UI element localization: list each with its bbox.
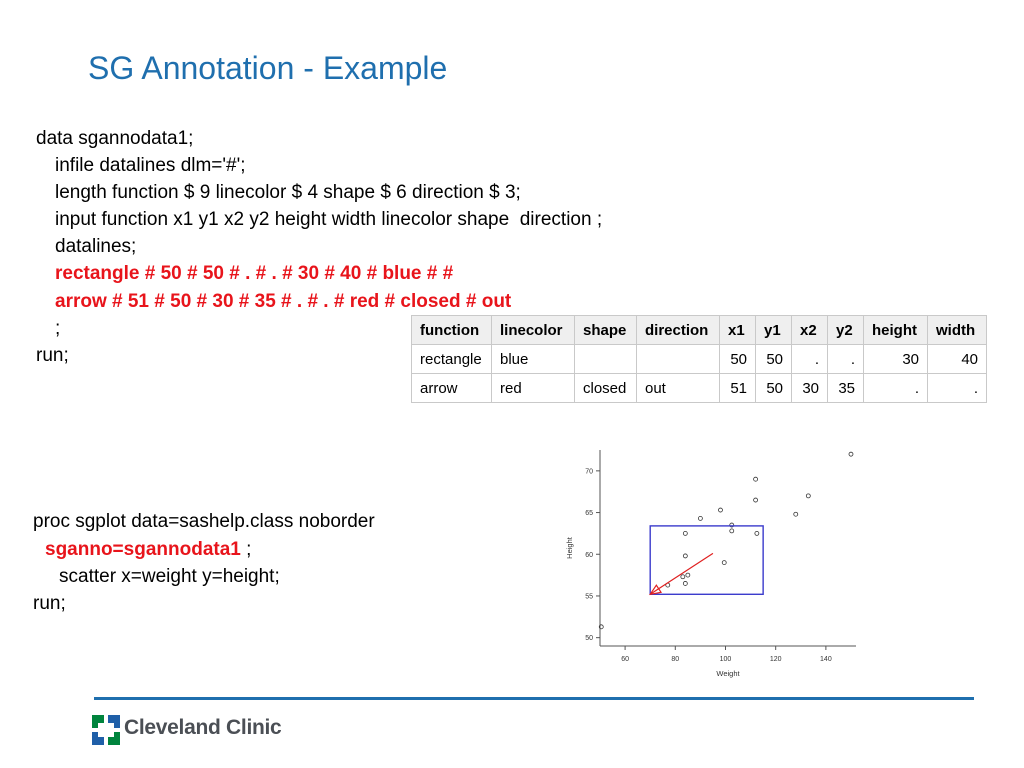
table-header: height xyxy=(863,315,928,345)
slide-title: SG Annotation - Example xyxy=(88,50,448,86)
code-text: ; xyxy=(240,539,252,560)
scatter-point xyxy=(598,624,604,630)
cleveland-clinic-logo-icon xyxy=(92,715,120,745)
code-line: datalines; xyxy=(55,236,137,257)
code-line-highlighted: rectangle # 50 # 50 # . # . # 30 # 40 # … xyxy=(55,263,454,284)
scatter-point xyxy=(729,528,735,534)
scatter-point xyxy=(718,507,723,513)
scatter-point xyxy=(682,553,688,559)
scatter-point xyxy=(721,560,727,565)
table-cell xyxy=(574,344,637,374)
x-axis-label: Weight xyxy=(716,669,740,678)
annotation-arrow-head xyxy=(648,584,663,596)
table-header: y2 xyxy=(827,315,864,345)
table-cell: . xyxy=(927,373,987,403)
table-cell: . xyxy=(791,344,828,374)
table-row: arrow red closed out 51 50 30 35 . . xyxy=(411,373,987,403)
logo-text: Cleveland Clinic xyxy=(124,716,282,739)
table-header: y1 xyxy=(755,315,792,345)
code-line: ; xyxy=(55,318,61,339)
y-tick-label: 70 xyxy=(585,468,593,475)
table-cell: 40 xyxy=(927,344,987,374)
scatter-point xyxy=(697,515,703,521)
scatter-point xyxy=(848,451,854,457)
code-line: input function x1 y1 x2 y2 height width … xyxy=(55,209,603,230)
code-line: proc sgplot data=sashelp.class noborder xyxy=(33,511,375,532)
code-line: scatter x=weight y=height; xyxy=(59,566,280,587)
annotation-rectangle xyxy=(649,525,764,595)
table-cell: rectangle xyxy=(411,344,492,374)
y-tick-label: 65 xyxy=(585,510,593,517)
scatter-point xyxy=(680,574,686,580)
x-tick-label: 60 xyxy=(621,656,629,663)
code-line: run; xyxy=(33,593,66,614)
table-cell: . xyxy=(827,344,864,374)
table-cell: closed xyxy=(574,373,637,403)
scatter-point xyxy=(793,511,799,517)
scatter-point xyxy=(682,531,688,536)
table-cell: 30 xyxy=(791,373,828,403)
code-line: infile datalines dlm='#'; xyxy=(55,155,246,176)
table-cell: blue xyxy=(491,344,575,374)
table-header: function xyxy=(411,315,492,345)
table-cell: 50 xyxy=(719,344,756,374)
scatter-point xyxy=(753,497,759,503)
scatter-point xyxy=(685,572,691,578)
table-header: linecolor xyxy=(491,315,575,345)
code-line: data sgannodata1; xyxy=(36,128,194,149)
table-cell: out xyxy=(636,373,720,403)
y-axis-label: Height xyxy=(565,536,574,559)
scatter-point xyxy=(753,476,759,482)
code-highlight: sganno=sgannodata1 xyxy=(45,539,241,560)
code-line: sganno=sgannodata1 ; xyxy=(45,536,251,563)
table-header: x2 xyxy=(791,315,828,345)
x-tick-label: 140 xyxy=(820,656,832,663)
code-line: run; xyxy=(36,345,69,366)
y-tick-label: 55 xyxy=(585,593,593,600)
table-header: width xyxy=(927,315,987,345)
table-header-row: function linecolor shape direction x1 y1… xyxy=(411,315,987,345)
table-header: direction xyxy=(636,315,720,345)
table-cell: 50 xyxy=(755,344,792,374)
table-cell: 35 xyxy=(827,373,864,403)
scatter-plot: 60 80 100 120 140 50 55 60 65 70 Weight Height xyxy=(565,450,856,678)
scatter-point xyxy=(682,581,688,586)
table-cell: . xyxy=(863,373,928,403)
y-tick-label: 60 xyxy=(585,552,593,559)
y-tick-label: 50 xyxy=(585,635,593,642)
table-cell: 51 xyxy=(719,373,756,403)
table-cell: 50 xyxy=(755,373,792,403)
table-cell: red xyxy=(491,373,575,403)
scatter-point xyxy=(729,522,735,528)
table-header: shape xyxy=(574,315,637,345)
code-line: length function $ 9 linecolor $ 4 shape … xyxy=(55,182,521,203)
table-cell xyxy=(636,344,720,374)
table-cell: arrow xyxy=(411,373,492,403)
scatter-point xyxy=(805,493,811,499)
footer-divider xyxy=(94,697,974,700)
annotation-data-table: function linecolor shape direction x1 y1… xyxy=(411,315,987,403)
code-line-highlighted: arrow # 51 # 50 # 30 # 35 # . # . # red … xyxy=(55,291,512,312)
table-cell: 30 xyxy=(863,344,928,374)
x-tick-label: 100 xyxy=(720,656,732,663)
scatter-point xyxy=(754,531,760,536)
x-tick-label: 80 xyxy=(671,656,679,663)
table-row: rectangle blue 50 50 . . 30 40 xyxy=(411,344,987,374)
table-header: x1 xyxy=(719,315,756,345)
x-tick-label: 120 xyxy=(770,656,782,663)
annotation-arrow-line xyxy=(649,552,714,595)
